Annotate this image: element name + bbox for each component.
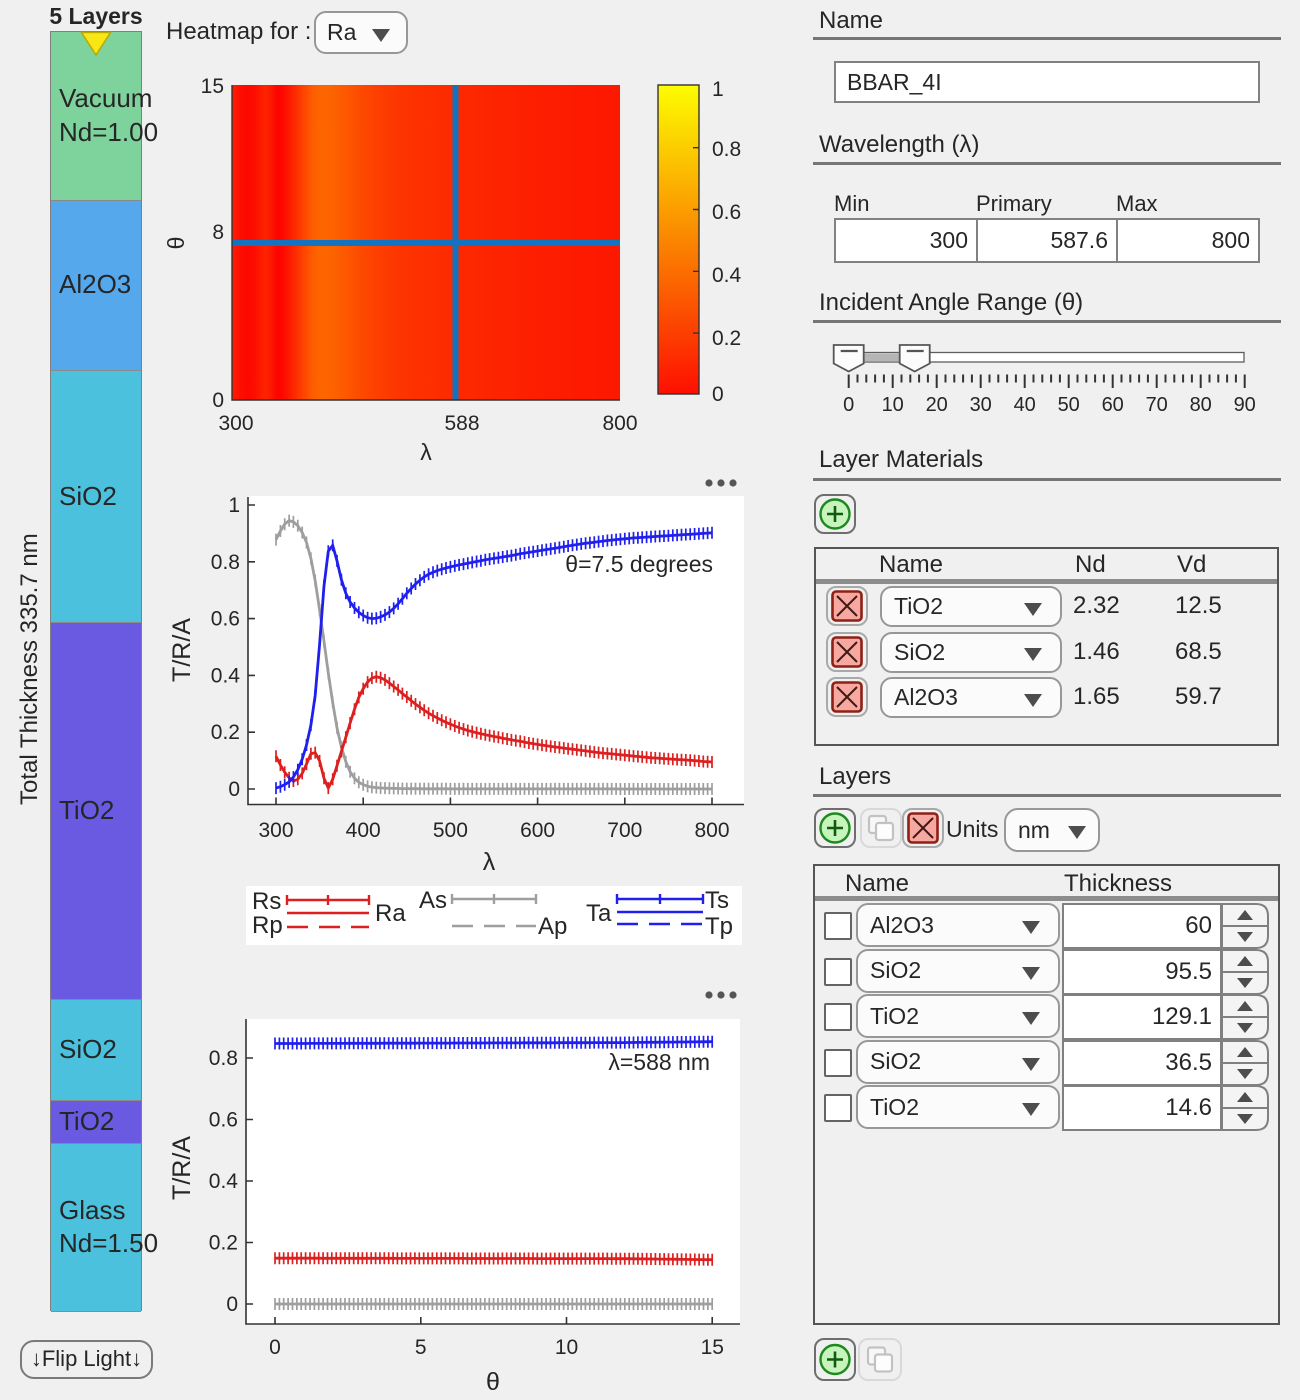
svg-text:0.6: 0.6	[712, 201, 741, 224]
svg-text:0.6: 0.6	[209, 1109, 238, 1132]
svg-text:0.8: 0.8	[712, 138, 741, 161]
svg-text:600: 600	[520, 819, 555, 842]
svg-text:90: 90	[1234, 394, 1256, 416]
svg-text:λ: λ	[420, 439, 432, 465]
svg-text:1: 1	[712, 78, 724, 101]
svg-text:60: 60	[1102, 394, 1124, 416]
svg-text:700: 700	[607, 819, 642, 842]
svg-text:0.4: 0.4	[211, 664, 241, 687]
svg-text:0: 0	[269, 1336, 281, 1359]
svg-text:0: 0	[212, 389, 224, 412]
svg-text:800: 800	[602, 412, 637, 435]
svg-text:0.8: 0.8	[209, 1047, 238, 1070]
svg-text:0: 0	[226, 1293, 238, 1316]
svg-text:0: 0	[712, 383, 724, 406]
svg-text:0.4: 0.4	[712, 264, 742, 287]
svg-text:0.4: 0.4	[209, 1170, 239, 1193]
svg-text:8: 8	[212, 221, 224, 244]
svg-text:80: 80	[1190, 394, 1212, 416]
svg-text:15: 15	[701, 1336, 724, 1359]
svg-text:500: 500	[433, 819, 468, 842]
svg-text:400: 400	[346, 819, 381, 842]
svg-text:T/R/A: T/R/A	[168, 618, 196, 682]
svg-text:15: 15	[201, 75, 224, 98]
svg-text:40: 40	[1014, 394, 1036, 416]
svg-text:1: 1	[228, 494, 240, 517]
svg-text:Ta: Ta	[586, 900, 612, 927]
svg-text:0.6: 0.6	[211, 608, 240, 631]
svg-text:0.2: 0.2	[211, 721, 240, 744]
svg-text:θ=7.5 degrees: θ=7.5 degrees	[565, 551, 713, 577]
svg-text:Rs: Rs	[252, 888, 281, 915]
svg-text:10: 10	[882, 394, 904, 416]
svg-text:800: 800	[694, 819, 729, 842]
svg-text:10: 10	[555, 1336, 578, 1359]
svg-text:0: 0	[228, 778, 240, 801]
svg-text:50: 50	[1058, 394, 1080, 416]
svg-text:30: 30	[970, 394, 992, 416]
svg-text:Tp: Tp	[705, 913, 733, 940]
svg-text:Rp: Rp	[252, 912, 283, 939]
svg-text:θ: θ	[486, 1368, 500, 1396]
svg-text:Ra: Ra	[375, 900, 406, 927]
svg-text:0.2: 0.2	[209, 1232, 238, 1255]
svg-text:Ap: Ap	[538, 913, 567, 940]
svg-text:θ: θ	[163, 237, 189, 250]
svg-text:λ=588 nm: λ=588 nm	[608, 1049, 710, 1075]
svg-text:0.2: 0.2	[712, 327, 741, 350]
svg-text:20: 20	[926, 394, 948, 416]
svg-text:300: 300	[218, 412, 253, 435]
svg-text:Ts: Ts	[705, 887, 729, 914]
svg-text:588: 588	[444, 412, 479, 435]
svg-text:5: 5	[415, 1336, 427, 1359]
svg-text:0: 0	[843, 394, 854, 416]
svg-text:70: 70	[1146, 394, 1168, 416]
svg-text:300: 300	[258, 819, 293, 842]
svg-text:As: As	[419, 887, 447, 914]
svg-text:T/R/A: T/R/A	[168, 1136, 196, 1200]
svg-text:λ: λ	[483, 848, 496, 876]
svg-text:0.8: 0.8	[211, 551, 240, 574]
